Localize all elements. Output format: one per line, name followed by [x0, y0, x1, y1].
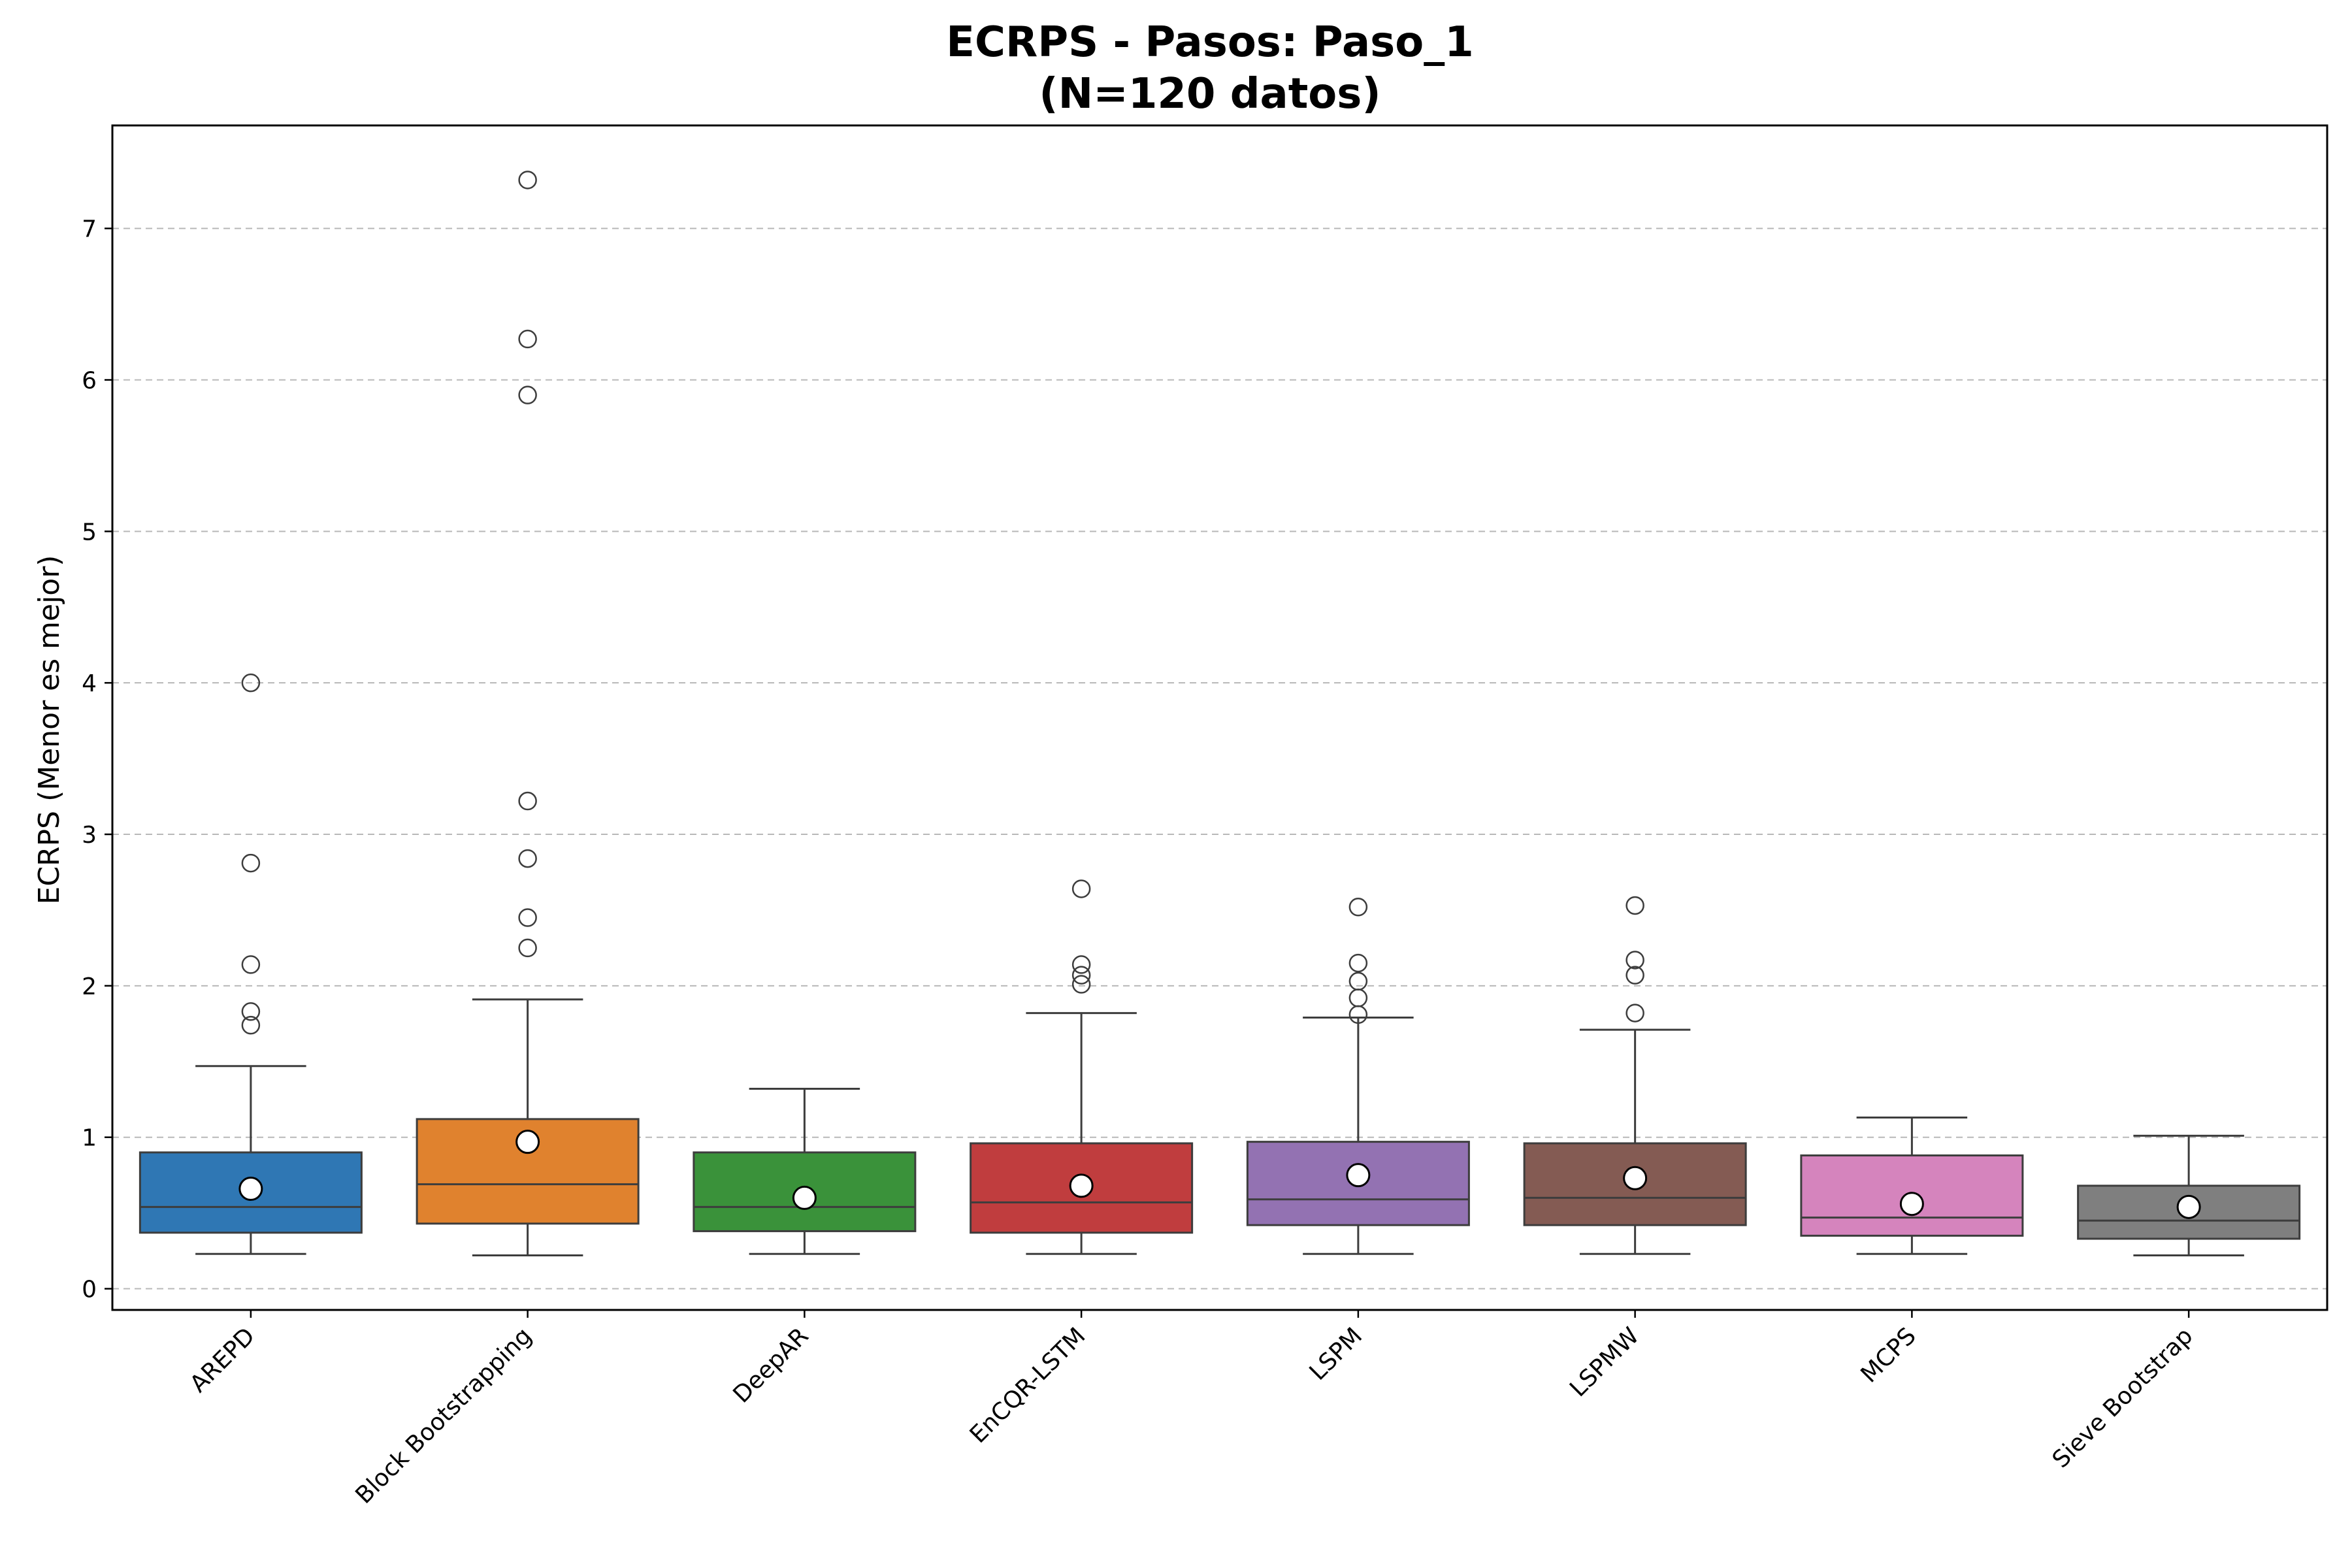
y-tick-label: 7	[82, 216, 97, 243]
mean-marker	[1899, 1192, 1924, 1217]
box-group	[693, 1088, 917, 1255]
mean-marker	[238, 1177, 263, 1201]
plot-frame	[111, 124, 2328, 1311]
outlier-point	[1071, 879, 1091, 898]
y-tick-label: 0	[82, 1277, 97, 1303]
outlier-point	[1348, 898, 1368, 917]
outlier-point	[518, 385, 537, 404]
box-group	[139, 673, 363, 1255]
outlier-point	[1071, 966, 1091, 985]
outlier-point	[518, 171, 537, 189]
box-iqr	[2077, 1184, 2301, 1240]
outlier-point	[1625, 966, 1644, 985]
y-tick-label: 2	[82, 973, 97, 1000]
outlier-point	[1348, 972, 1368, 991]
outlier-point	[518, 329, 537, 349]
y-tick-label: 6	[82, 367, 97, 394]
outlier-point	[1071, 955, 1091, 974]
outlier-point	[518, 791, 537, 811]
chart-title: ECRPS - Pasos: Paso_1	[946, 18, 1473, 67]
y-tick-label: 5	[82, 519, 97, 546]
outlier-point	[1625, 896, 1644, 915]
box-group	[2077, 1134, 2301, 1257]
y-tick-label: 3	[82, 822, 97, 849]
outlier-point	[1071, 975, 1091, 994]
mean-marker	[1623, 1166, 1648, 1190]
y-tick-label: 4	[82, 670, 97, 697]
outlier-point	[1625, 1004, 1644, 1022]
y-axis-label: ECRPS (Menor es mejor)	[33, 555, 66, 905]
outlier-point	[241, 673, 261, 693]
outlier-point	[518, 849, 537, 868]
box-group	[970, 879, 1194, 1255]
outlier-point	[241, 955, 261, 974]
outlier-point	[518, 908, 537, 927]
outlier-point	[241, 1015, 261, 1035]
outlier-point	[241, 1002, 261, 1021]
chart-subtitle: (N=120 datos)	[1039, 70, 1380, 118]
y-tick-label: 1	[82, 1125, 97, 1152]
mean-marker	[1069, 1173, 1094, 1198]
box-group	[1523, 896, 1747, 1255]
outlier-point	[518, 938, 537, 958]
mean-marker	[792, 1185, 817, 1210]
box-group	[416, 171, 640, 1257]
box-group	[1800, 1117, 2024, 1255]
outlier-point	[1625, 951, 1644, 970]
mean-marker	[515, 1130, 540, 1154]
mean-marker	[1346, 1163, 1371, 1188]
box-group	[1246, 898, 1470, 1255]
outlier-point	[241, 853, 261, 873]
outlier-point	[1348, 953, 1368, 973]
mean-marker	[2176, 1194, 2201, 1219]
